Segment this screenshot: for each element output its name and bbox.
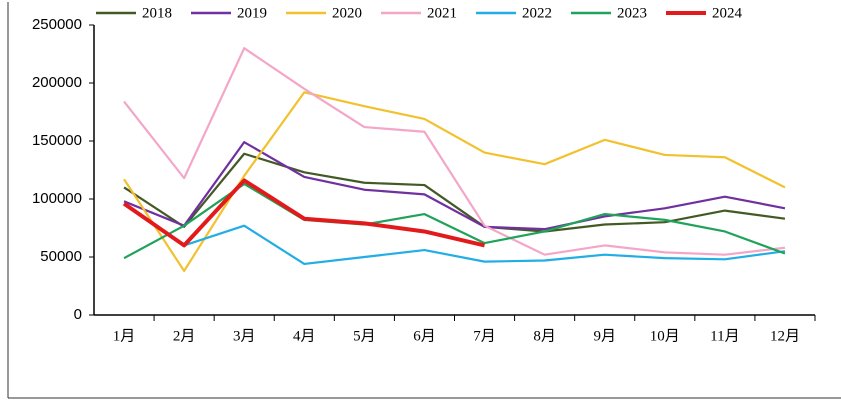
y-tick-label: 0 <box>74 306 82 323</box>
x-tick-label: 2月 <box>173 328 196 344</box>
x-tick-label: 8月 <box>533 328 556 344</box>
legend-label: 2021 <box>427 5 457 21</box>
y-tick-label: 100000 <box>32 190 82 207</box>
x-tick-label: 4月 <box>293 328 316 344</box>
series-line <box>123 47 786 256</box>
y-tick-label: 250000 <box>32 16 82 33</box>
series-line <box>123 152 786 233</box>
x-tick-label: 6月 <box>413 328 436 344</box>
legend-label: 2019 <box>237 5 267 21</box>
y-tick-label: 200000 <box>32 74 82 91</box>
x-tick-label: 10月 <box>650 328 680 344</box>
series-line <box>122 178 485 248</box>
x-tick-label: 1月 <box>113 328 136 344</box>
y-tick-label: 50000 <box>40 248 82 265</box>
x-tick-label: 5月 <box>353 328 376 344</box>
series-line <box>123 141 786 231</box>
x-tick-label: 7月 <box>473 328 496 344</box>
legend-label: 2020 <box>332 5 362 21</box>
legend-label: 2023 <box>617 5 647 21</box>
x-tick-label: 12月 <box>770 328 800 344</box>
legend-label: 2024 <box>712 5 743 21</box>
series-line <box>123 202 786 266</box>
legend-label: 2018 <box>142 5 172 21</box>
series-line <box>123 182 786 260</box>
x-tick-label: 11月 <box>710 328 739 344</box>
x-tick-label: 9月 <box>593 328 616 344</box>
x-tick-label: 3月 <box>233 328 256 344</box>
y-tick-label: 150000 <box>32 132 82 149</box>
legend-label: 2022 <box>522 5 552 21</box>
series-line <box>123 91 786 273</box>
